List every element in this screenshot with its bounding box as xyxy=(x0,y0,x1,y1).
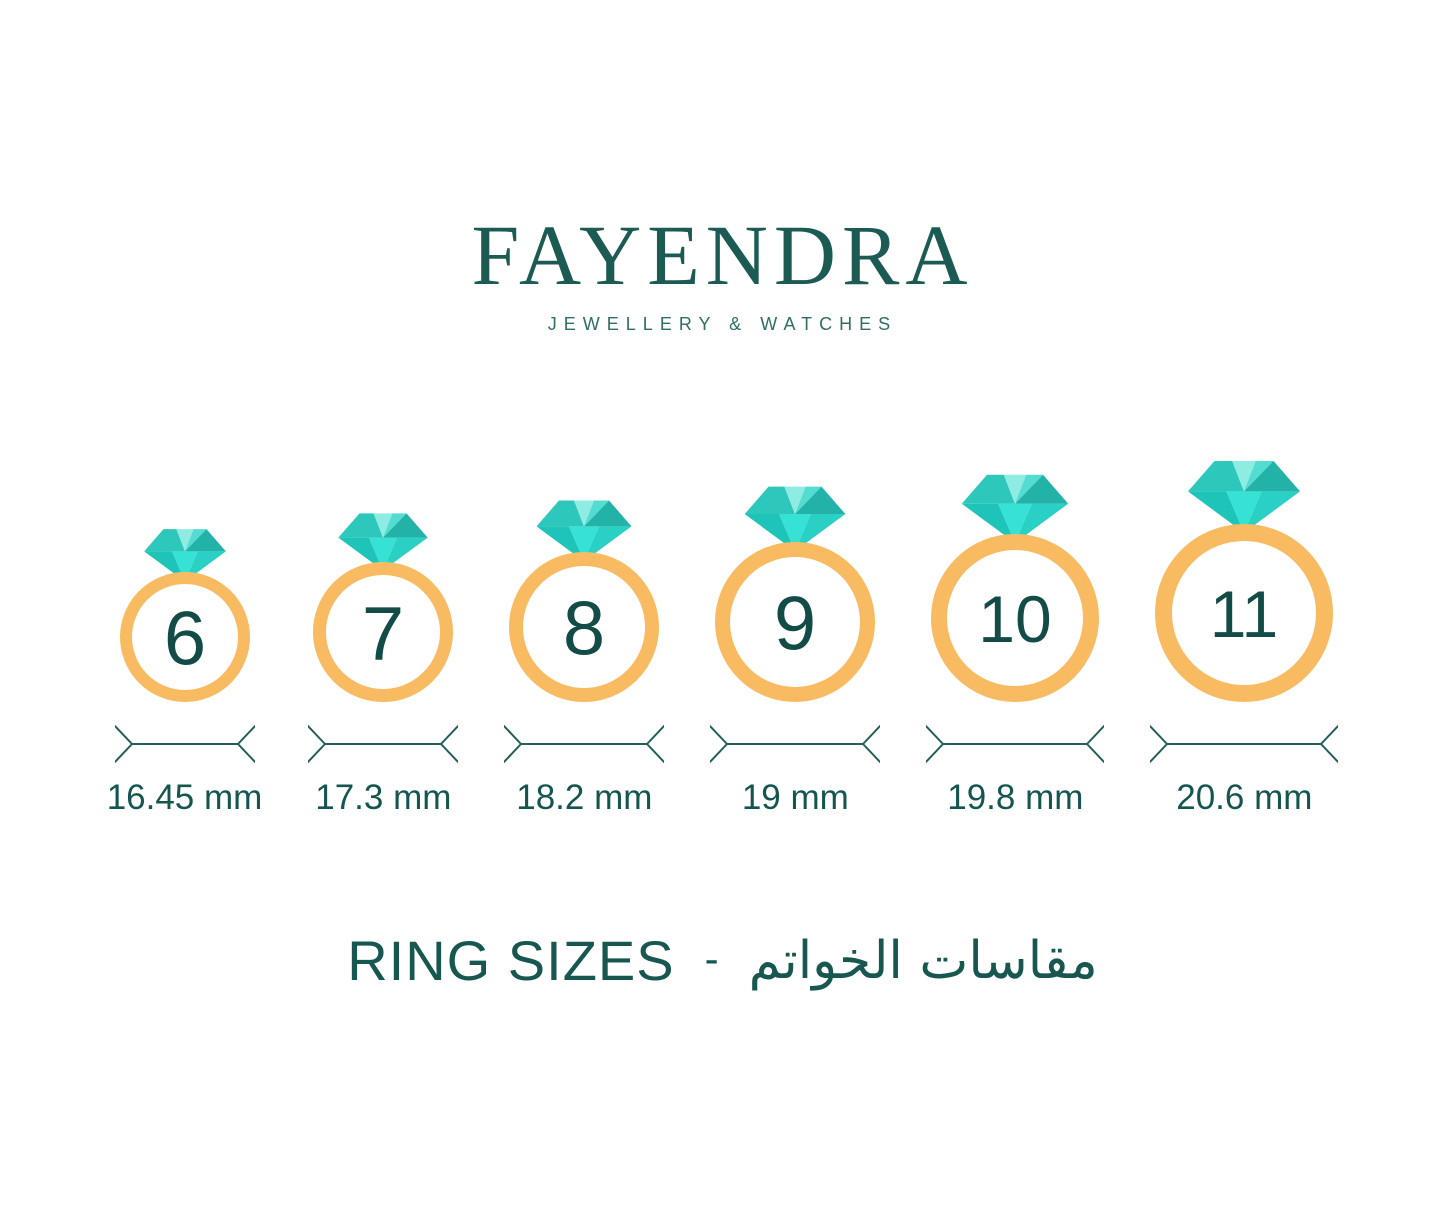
ring-band xyxy=(715,542,876,702)
ring-diameter-label: 20.6 mm xyxy=(1176,778,1313,817)
ring-diameter-label: 16.45 mm xyxy=(106,778,263,817)
diamond-facet xyxy=(1226,491,1263,533)
diamond-facet xyxy=(175,529,194,552)
brand-tagline: JEWELLERY & WATCHES xyxy=(547,314,898,334)
diamond-facet xyxy=(171,551,198,582)
diamond-facet xyxy=(1232,460,1257,492)
ring-column: 9 19 mm xyxy=(710,484,881,818)
chart-title-english: RING SIZES xyxy=(347,929,675,992)
diamond-facet xyxy=(784,486,806,515)
diamond-facet xyxy=(369,537,398,571)
ring-band xyxy=(313,562,454,702)
ring-column: 11 20.6 mm xyxy=(1150,458,1339,818)
ring-size-number: 6 xyxy=(163,596,205,681)
diamond-facet xyxy=(1015,474,1044,504)
ring-size-number: 7 xyxy=(362,591,404,676)
diamond-facet xyxy=(1015,474,1069,504)
ring-size-number: 9 xyxy=(774,581,816,666)
diamond-facet xyxy=(795,514,846,552)
measurement-arrows xyxy=(926,725,1105,763)
diamond-facet xyxy=(338,513,384,538)
diamond-facet xyxy=(1188,491,1245,533)
ring-band xyxy=(931,534,1100,702)
diamond-icon xyxy=(744,486,846,552)
diamond-icon xyxy=(536,500,632,562)
diamond-facet xyxy=(779,514,812,552)
diamond-facet xyxy=(584,500,610,527)
measurement-arrows xyxy=(114,725,255,763)
diamond-icon xyxy=(338,513,428,571)
ring-column: 8 18.2 mm xyxy=(504,498,665,818)
ring-diameter-label: 19.8 mm xyxy=(947,778,1084,817)
diamond-icon xyxy=(962,474,1069,543)
diamond-facet xyxy=(184,529,226,552)
diamond-facet xyxy=(1244,460,1301,492)
measure-line xyxy=(504,725,665,763)
ring-graphic: 6 xyxy=(119,529,250,702)
ring-diameter-label: 17.3 mm xyxy=(315,778,452,817)
diamond-facet xyxy=(1188,460,1245,492)
ring-band xyxy=(119,572,250,702)
ring-size-number: 11 xyxy=(1210,577,1279,651)
brand-logo: FAYENDRA JEWELLERY & WATCHES xyxy=(0,212,1445,335)
diamond-facet xyxy=(143,529,185,552)
title-separator: - xyxy=(704,934,719,982)
measurement-arrows xyxy=(308,725,459,763)
diamond-facet xyxy=(998,503,1033,543)
diamond-facet xyxy=(962,474,1016,504)
diamond-facet xyxy=(536,526,585,562)
measure-line xyxy=(308,725,459,763)
ring-column: 10 19.8 mm xyxy=(926,472,1105,818)
chart-title-arabic: مقاسات الخواتم xyxy=(748,930,1098,991)
ring-graphic: 11 xyxy=(1155,460,1334,702)
ring-graphic: 7 xyxy=(313,513,454,702)
brand-name: FAYENDRA xyxy=(471,207,974,303)
diamond-facet xyxy=(574,500,595,527)
ring-graphic: 9 xyxy=(715,486,876,702)
diamond-facet xyxy=(569,526,600,562)
measurement-arrows xyxy=(504,725,665,763)
diamond-facet xyxy=(744,486,796,515)
ring-size-number: 8 xyxy=(563,586,605,671)
diamond-facet xyxy=(584,500,632,527)
ring-graphic: 10 xyxy=(931,474,1100,702)
ring-band xyxy=(509,552,660,702)
diamond-facet xyxy=(744,514,796,552)
diamond-facet xyxy=(584,526,632,562)
ring-graphic: 8 xyxy=(509,500,660,702)
diamond-facet xyxy=(373,513,393,538)
ring-diameter-label: 18.2 mm xyxy=(516,778,653,817)
ring-diameter-label: 19 mm xyxy=(741,778,849,817)
ring-column: 7 17.3 mm xyxy=(308,511,459,818)
measure-line xyxy=(926,725,1105,763)
measurement-arrows xyxy=(1150,725,1339,763)
diamond-icon xyxy=(1188,460,1301,533)
measure-line xyxy=(710,725,881,763)
diamond-facet xyxy=(1244,491,1301,533)
measure-line xyxy=(114,725,255,763)
diamond-facet xyxy=(962,503,1016,543)
diamond-facet xyxy=(1244,460,1274,492)
ring-column: 6 16.45 mm xyxy=(106,527,263,818)
measurement-arrows xyxy=(710,725,881,763)
rings-row: 6 16.45 mm 7 17.3 mm 8 18.2 mm 9 19 mm 10 19.8 mm… xyxy=(0,458,1445,818)
diamond-facet xyxy=(795,486,846,515)
measure-line xyxy=(1150,725,1339,763)
chart-title: RING SIZES - مقاسات الخواتم xyxy=(0,928,1445,993)
ring-size-number: 10 xyxy=(979,582,1052,656)
diamond-facet xyxy=(383,513,428,538)
diamond-facet xyxy=(1004,474,1027,504)
ring-band xyxy=(1155,524,1334,702)
diamond-facet xyxy=(536,500,585,527)
